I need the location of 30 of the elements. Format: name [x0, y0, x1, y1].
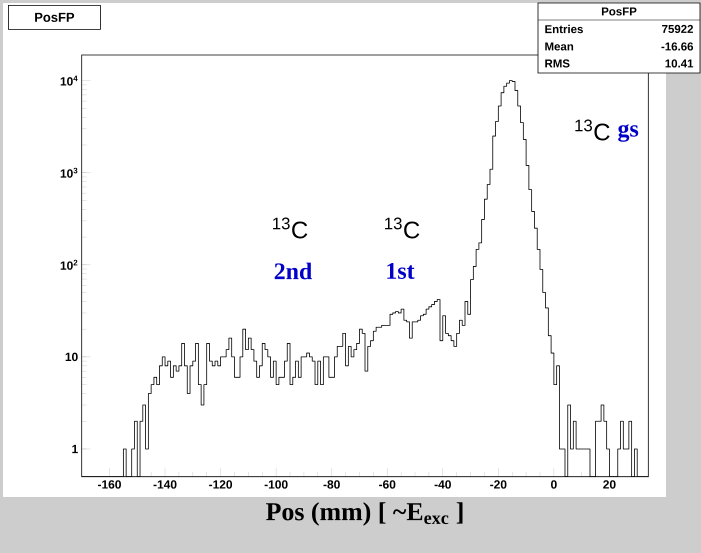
- text: Entries: [545, 24, 583, 34]
- x-tick-label: 0: [551, 480, 557, 489]
- text: Mean: [545, 42, 574, 50]
- x-tick-label: 20: [603, 480, 616, 489]
- annotation: $^{13}$C: [575, 120, 610, 140]
- annotation: $^{13}$C: [273, 218, 308, 238]
- x-tick-label: -20: [490, 480, 506, 489]
- x-axis-title: Pos (mm) [ ~E$_{exc}$ ]: [266, 502, 462, 526]
- annotation: gs: [618, 124, 638, 142]
- x-tick-label: -100: [264, 480, 288, 489]
- x-tick-label: -120: [209, 480, 232, 489]
- annotation: RMS: [545, 59, 570, 68]
- chart-title: PosFP: [35, 12, 74, 22]
- x-tick-label: -60: [379, 480, 396, 489]
- y-tick-label: 10$^{3}$: [60, 168, 78, 178]
- x-tick-label: -140: [154, 480, 176, 489]
- y-tick-label: 10: [66, 352, 78, 362]
- annotation: 1st: [387, 262, 415, 279]
- y-tick-label: 10$^{4}$: [60, 76, 78, 86]
- text: -16.66: [661, 42, 694, 51]
- text: 10.41: [666, 59, 694, 68]
- x-tick-label: -160: [98, 480, 121, 489]
- y-tick-label: 10$^{2}$: [60, 260, 78, 270]
- y-tick-label: 1: [72, 444, 78, 454]
- text: 75922: [662, 24, 694, 34]
- annotation: $^{13}$C: [385, 218, 420, 238]
- annotation: 2nd: [274, 262, 312, 280]
- x-tick-label: -40: [434, 480, 451, 489]
- x-tick-label: -80: [324, 480, 340, 489]
- text: PosFP: [602, 8, 636, 16]
